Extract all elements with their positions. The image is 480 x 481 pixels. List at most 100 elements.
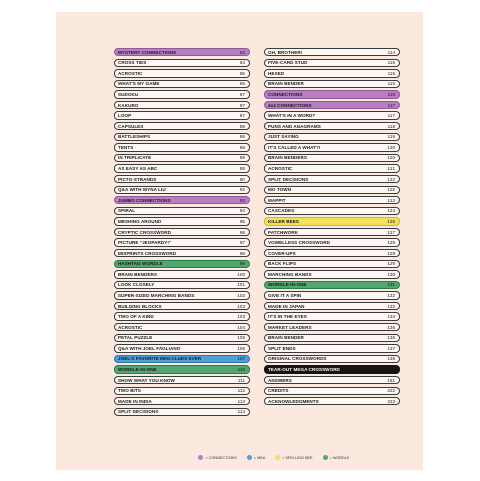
contents-entry: JUST SAYING 119: [264, 132, 400, 142]
entry-title: CASCADES: [268, 208, 295, 214]
entry-title: PICTURE "JEOPARDY!": [118, 240, 172, 246]
contents-entry: ANSWERS 161: [264, 375, 400, 385]
entry-page-number: 85: [239, 70, 245, 76]
entry-page-number: 97: [239, 240, 245, 246]
contents-entry: JOEL'S FAVORITE MINI CLUES EVER 107: [114, 354, 250, 364]
entry-title: TENTS: [118, 144, 134, 150]
contents-entry: GIVE IT A SPIN 132: [264, 291, 400, 300]
entry-page-number: 87: [239, 102, 245, 108]
contents-entry: PUNS AND ANAGRAMS 118: [264, 122, 400, 131]
entry-page-number: 223: [387, 398, 395, 404]
entry-page-number: 138: [387, 356, 395, 362]
entry-title: MADE IN INDIA: [118, 398, 152, 404]
entry-page-number: 94: [239, 208, 245, 214]
entry-page-number: 134: [387, 314, 395, 320]
entry-title: SPIRAL: [118, 208, 136, 214]
contents-entry: BUILDING BLOCKS 103: [114, 301, 250, 311]
contents-entry: SUDOKU 87: [114, 90, 250, 99]
entry-page-number: 161: [387, 377, 395, 383]
contents-entry: 4x4 CONNECTIONS 117: [264, 100, 400, 110]
entry-title: SPLIT DECISIONS: [268, 176, 309, 182]
entry-page-number: 120: [387, 144, 395, 150]
contents-entry: MESHING AROUND 95: [114, 217, 250, 226]
entry-title: OH, BROTHER!: [268, 49, 303, 55]
contents-entry: PICTO-STRANDS 90: [114, 174, 250, 184]
entry-page-number: 124: [387, 208, 395, 214]
legend-label: = CONNECTIONS: [205, 455, 237, 460]
entry-page-number: 99: [239, 261, 245, 267]
contents-entry: IT'S IN THE EYES 134: [264, 312, 400, 321]
contents-entry: TWO OF A KIND 103: [114, 312, 250, 321]
entry-page-number: 130: [387, 271, 395, 277]
entry-title: PICTO-STRANDS: [118, 176, 157, 182]
entry-title: Q&A WITH JOEL FAGLIANO: [118, 345, 181, 351]
entry-page-number: 122: [387, 176, 395, 182]
legend-label: = WORDLE: [329, 455, 350, 460]
contents-entry: WHAT'S MY GAME 86: [114, 79, 250, 89]
contents-entry: BACK FLIPS 129: [264, 259, 400, 268]
entry-title: JUMBO CONNECTIONS: [118, 197, 171, 203]
entry-page-number: 133: [387, 303, 395, 309]
entry-title: PETAL PUZZLE: [118, 335, 153, 341]
contents-entry: IN TRIPLICATE 89: [114, 153, 250, 163]
entry-page-number: 86: [239, 81, 245, 87]
contents-entry: ACKNOWLEDGMENTS 223: [264, 397, 400, 406]
entry-page-number: 129: [387, 261, 395, 267]
entry-page-number: 137: [387, 345, 395, 351]
entry-title: AS EASY AS ABC: [118, 166, 158, 172]
entry-page-number: 88: [239, 123, 245, 129]
entry-title: SUPER-SIZED MARCHING BANDS: [118, 292, 195, 298]
entry-page-number: 98: [239, 250, 245, 256]
entry-page-number: 84: [239, 60, 245, 66]
entry-title: MARCHING BANDS: [268, 271, 312, 277]
entry-page-number: 114: [237, 409, 245, 415]
contents-entry: Q&A WITH JOEL FAGLIANO 106: [114, 344, 250, 353]
entry-title: SHOW WHAT YOU KNOW: [118, 377, 175, 383]
contents-entry: MADE IN INDIA 113: [114, 397, 250, 406]
entry-page-number: 120: [387, 155, 395, 161]
entry-title: 4x4 CONNECTIONS: [268, 102, 312, 108]
contents-entry: TENTS 88: [114, 143, 250, 152]
contents-entry: CRYPTIC CROSSWORD 96: [114, 227, 250, 237]
entry-title: MISPRINTS CROSSWORD: [118, 250, 177, 256]
contents-entry: BRAIN BENDER 136: [264, 333, 400, 342]
entry-page-number: 128: [387, 240, 395, 246]
entry-page-number: 88: [239, 144, 245, 150]
entry-title: IN TRIPLICATE: [118, 155, 152, 161]
entry-page-number: 136: [387, 335, 395, 341]
contents-entry: SPIRAL 94: [114, 206, 250, 216]
entry-title: KAKURO: [118, 102, 139, 108]
entry-page-number: 107: [237, 356, 245, 362]
entry-page-number: 119: [387, 134, 395, 140]
entry-page-number: 101: [237, 282, 245, 288]
entry-title: CAPSULES: [118, 123, 144, 129]
entry-title: LOOK CLOSELY: [118, 282, 155, 288]
entry-page-number: 105: [237, 335, 245, 341]
entry-title: JOEL'S FAVORITE MINI CLUES EVER: [118, 356, 202, 362]
entry-page-number: 90: [239, 176, 245, 182]
entry-title: COVER-UPS: [268, 250, 296, 256]
entry-title: BATTLESHIPS: [118, 134, 151, 140]
entry-page-number: 89: [239, 155, 245, 161]
contents-entry: LOOP 87: [114, 111, 250, 120]
contents-entry: PETAL PUZZLE 105: [114, 333, 250, 342]
contents-entry: IT'S CALLED A WHAT?! 120: [264, 143, 400, 152]
contents-entry: TEAR-OUT MEGA CROSSWORD: [264, 365, 400, 374]
entry-page-number: 95: [239, 218, 245, 224]
entry-title: ACKNOWLEDGMENTS: [268, 398, 319, 404]
entry-title: CONNECTIONS: [268, 92, 303, 97]
entry-title: CROSS TIES: [118, 60, 147, 66]
entry-page-number: 125: [387, 218, 395, 224]
entry-page-number: 123: [387, 197, 395, 203]
entry-title: BACK FLIPS: [268, 261, 297, 267]
entry-title: JUST SAYING: [268, 134, 299, 140]
entry-title: KILLER BEES: [268, 218, 299, 224]
contents-entry: MARKET LEADERS 136: [264, 323, 400, 332]
entry-title: ANSWERS: [268, 377, 292, 383]
contents-entry: MISPRINTS CROSSWORD 98: [114, 248, 250, 258]
contents-entry: MO TOWN 122: [264, 185, 400, 194]
entry-page-number: 127: [387, 229, 395, 235]
entry-title: BUILDING BLOCKS: [118, 303, 162, 309]
entry-page-number: 115: [387, 60, 395, 66]
entry-title: ACROSTIC: [268, 166, 293, 172]
